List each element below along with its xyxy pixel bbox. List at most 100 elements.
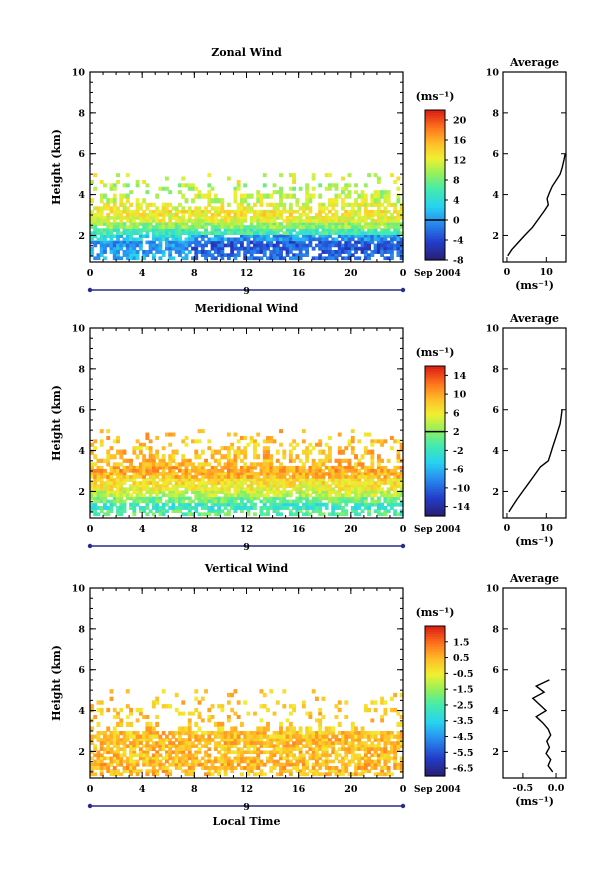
heatmap-cell bbox=[311, 228, 316, 232]
heatmap-cell bbox=[259, 250, 264, 254]
heatmap-cell bbox=[103, 183, 107, 188]
colorbar-segment bbox=[425, 423, 445, 427]
heatmap-cell bbox=[109, 487, 114, 492]
heatmap-cell bbox=[210, 738, 215, 742]
heatmap-cell bbox=[213, 484, 218, 488]
heatmap-cell bbox=[305, 228, 310, 232]
heatmap-cell bbox=[305, 250, 310, 254]
heatmap-cell bbox=[301, 738, 306, 742]
heatmap-cell bbox=[344, 502, 349, 507]
heatmap-cell bbox=[301, 756, 306, 761]
heatmap-cell bbox=[204, 731, 208, 736]
heatmap-cell bbox=[311, 769, 316, 773]
heatmap-cell bbox=[191, 753, 195, 758]
heatmap-cell bbox=[171, 496, 176, 501]
heatmap-cell bbox=[151, 744, 156, 748]
heatmap-cell bbox=[106, 493, 111, 498]
heatmap-cell bbox=[334, 490, 339, 495]
heatmap-cell bbox=[119, 484, 124, 488]
heatmap-cell bbox=[106, 750, 111, 755]
heatmap-cell bbox=[318, 711, 323, 716]
heatmap-cell bbox=[334, 750, 339, 755]
heatmap-cell bbox=[142, 762, 147, 767]
heatmap-cell bbox=[151, 772, 156, 777]
heatmap-cell bbox=[181, 493, 186, 498]
colorbar-segment bbox=[425, 366, 445, 370]
heatmap-cell bbox=[357, 240, 362, 245]
heatmap-cell bbox=[376, 219, 381, 223]
heatmap-cell bbox=[386, 490, 391, 495]
heatmap-cell bbox=[292, 481, 297, 485]
heatmap-cell bbox=[226, 718, 231, 723]
heatmap-cell bbox=[155, 237, 160, 242]
heatmap-cell bbox=[292, 186, 297, 191]
heatmap-cell bbox=[360, 475, 365, 479]
heatmap-cell bbox=[132, 506, 137, 510]
heatmap-cell bbox=[321, 747, 326, 752]
heatmap-cell bbox=[324, 225, 329, 229]
heatmap-cell bbox=[350, 744, 355, 748]
heatmap-cell bbox=[187, 243, 192, 248]
heatmap-cell bbox=[389, 222, 394, 226]
heatmap-cell bbox=[259, 222, 264, 226]
heatmap-cell bbox=[138, 750, 143, 755]
heatmap-cell bbox=[246, 738, 251, 742]
heatmap-cell bbox=[103, 240, 107, 245]
heatmap-cell bbox=[217, 228, 222, 232]
heatmap-cell bbox=[223, 512, 228, 517]
heatmap-cell bbox=[376, 462, 381, 467]
heatmap-cell bbox=[99, 711, 104, 716]
heatmap-cell bbox=[112, 465, 117, 470]
heatmap-cell bbox=[210, 468, 215, 473]
heatmap-cell bbox=[184, 481, 189, 485]
heatmap-cell bbox=[220, 747, 225, 752]
heatmap-cell bbox=[164, 738, 169, 742]
heatmap-cell bbox=[90, 487, 94, 492]
heatmap-cell bbox=[207, 496, 212, 501]
heatmap-cell bbox=[249, 222, 254, 226]
heatmap-cell bbox=[171, 741, 176, 745]
heatmap-cell bbox=[253, 234, 257, 239]
heatmap-cell bbox=[383, 741, 388, 745]
heatmap-cell bbox=[269, 759, 274, 764]
heatmap-cell bbox=[106, 449, 111, 455]
heatmap-cell bbox=[318, 741, 323, 745]
heatmap-cell bbox=[122, 253, 127, 257]
heatmap-cell bbox=[145, 465, 150, 470]
heatmap-cell bbox=[386, 240, 391, 245]
heatmap-cell bbox=[142, 478, 147, 482]
heatmap-cell bbox=[164, 465, 169, 470]
heatmap-cell bbox=[272, 246, 277, 251]
heatmap-cell bbox=[174, 487, 179, 492]
heatmap-cell bbox=[344, 468, 349, 473]
colorbar-segment bbox=[425, 748, 445, 752]
heatmap-cell bbox=[210, 212, 215, 217]
heatmap-cell bbox=[99, 206, 104, 211]
heatmap-cell bbox=[367, 756, 371, 761]
heatmap-cell bbox=[285, 216, 290, 220]
heatmap-cell bbox=[155, 468, 160, 473]
heatmap-cell bbox=[187, 506, 192, 510]
heatmap-cell bbox=[383, 222, 388, 226]
heatmap-cell bbox=[253, 219, 257, 223]
heatmap-cell bbox=[93, 499, 98, 504]
heatmap-cell bbox=[90, 465, 94, 470]
heatmap-cell bbox=[383, 228, 388, 232]
heatmap-cell bbox=[360, 198, 365, 204]
heatmap-cell bbox=[308, 243, 313, 248]
heatmap-cell bbox=[155, 475, 160, 479]
heatmap-cell bbox=[396, 231, 401, 236]
heatmap-cell bbox=[142, 212, 147, 217]
heatmap-cell bbox=[292, 726, 297, 732]
heatmap-cell bbox=[266, 750, 270, 755]
colorbar-tick-label: -4 bbox=[453, 236, 464, 247]
heatmap-cell bbox=[279, 766, 283, 770]
heatmap-cell bbox=[321, 738, 326, 742]
heatmap-cell bbox=[396, 762, 401, 767]
heatmap-cell bbox=[393, 499, 398, 504]
heatmap-cell bbox=[187, 228, 192, 232]
y-tick-label: 6 bbox=[78, 149, 85, 160]
heatmap-cell bbox=[399, 481, 404, 485]
heatmap-cell bbox=[233, 225, 238, 229]
average-y-tick-label: 10 bbox=[486, 584, 500, 595]
